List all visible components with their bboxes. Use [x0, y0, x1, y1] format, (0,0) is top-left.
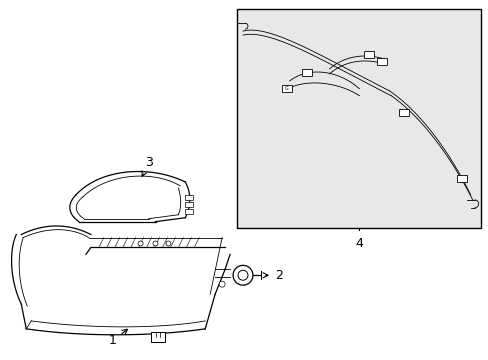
- Text: G: G: [285, 86, 288, 91]
- Bar: [150, 332, 165, 342]
- Bar: [185, 202, 193, 207]
- Bar: [185, 195, 193, 200]
- Bar: [301, 69, 311, 76]
- Circle shape: [165, 241, 171, 246]
- Text: 4: 4: [355, 237, 363, 249]
- Circle shape: [153, 241, 158, 246]
- Circle shape: [238, 270, 247, 280]
- Text: 1: 1: [109, 329, 127, 347]
- Bar: [185, 209, 193, 214]
- Bar: [398, 109, 408, 116]
- Circle shape: [138, 241, 143, 246]
- Bar: [456, 175, 466, 182]
- Bar: [237, 9, 480, 228]
- Bar: [376, 58, 386, 65]
- Text: 2: 2: [263, 269, 282, 282]
- Bar: [281, 85, 291, 92]
- Bar: [364, 51, 373, 58]
- Circle shape: [233, 265, 252, 285]
- Circle shape: [219, 281, 224, 287]
- Text: 3: 3: [142, 156, 152, 176]
